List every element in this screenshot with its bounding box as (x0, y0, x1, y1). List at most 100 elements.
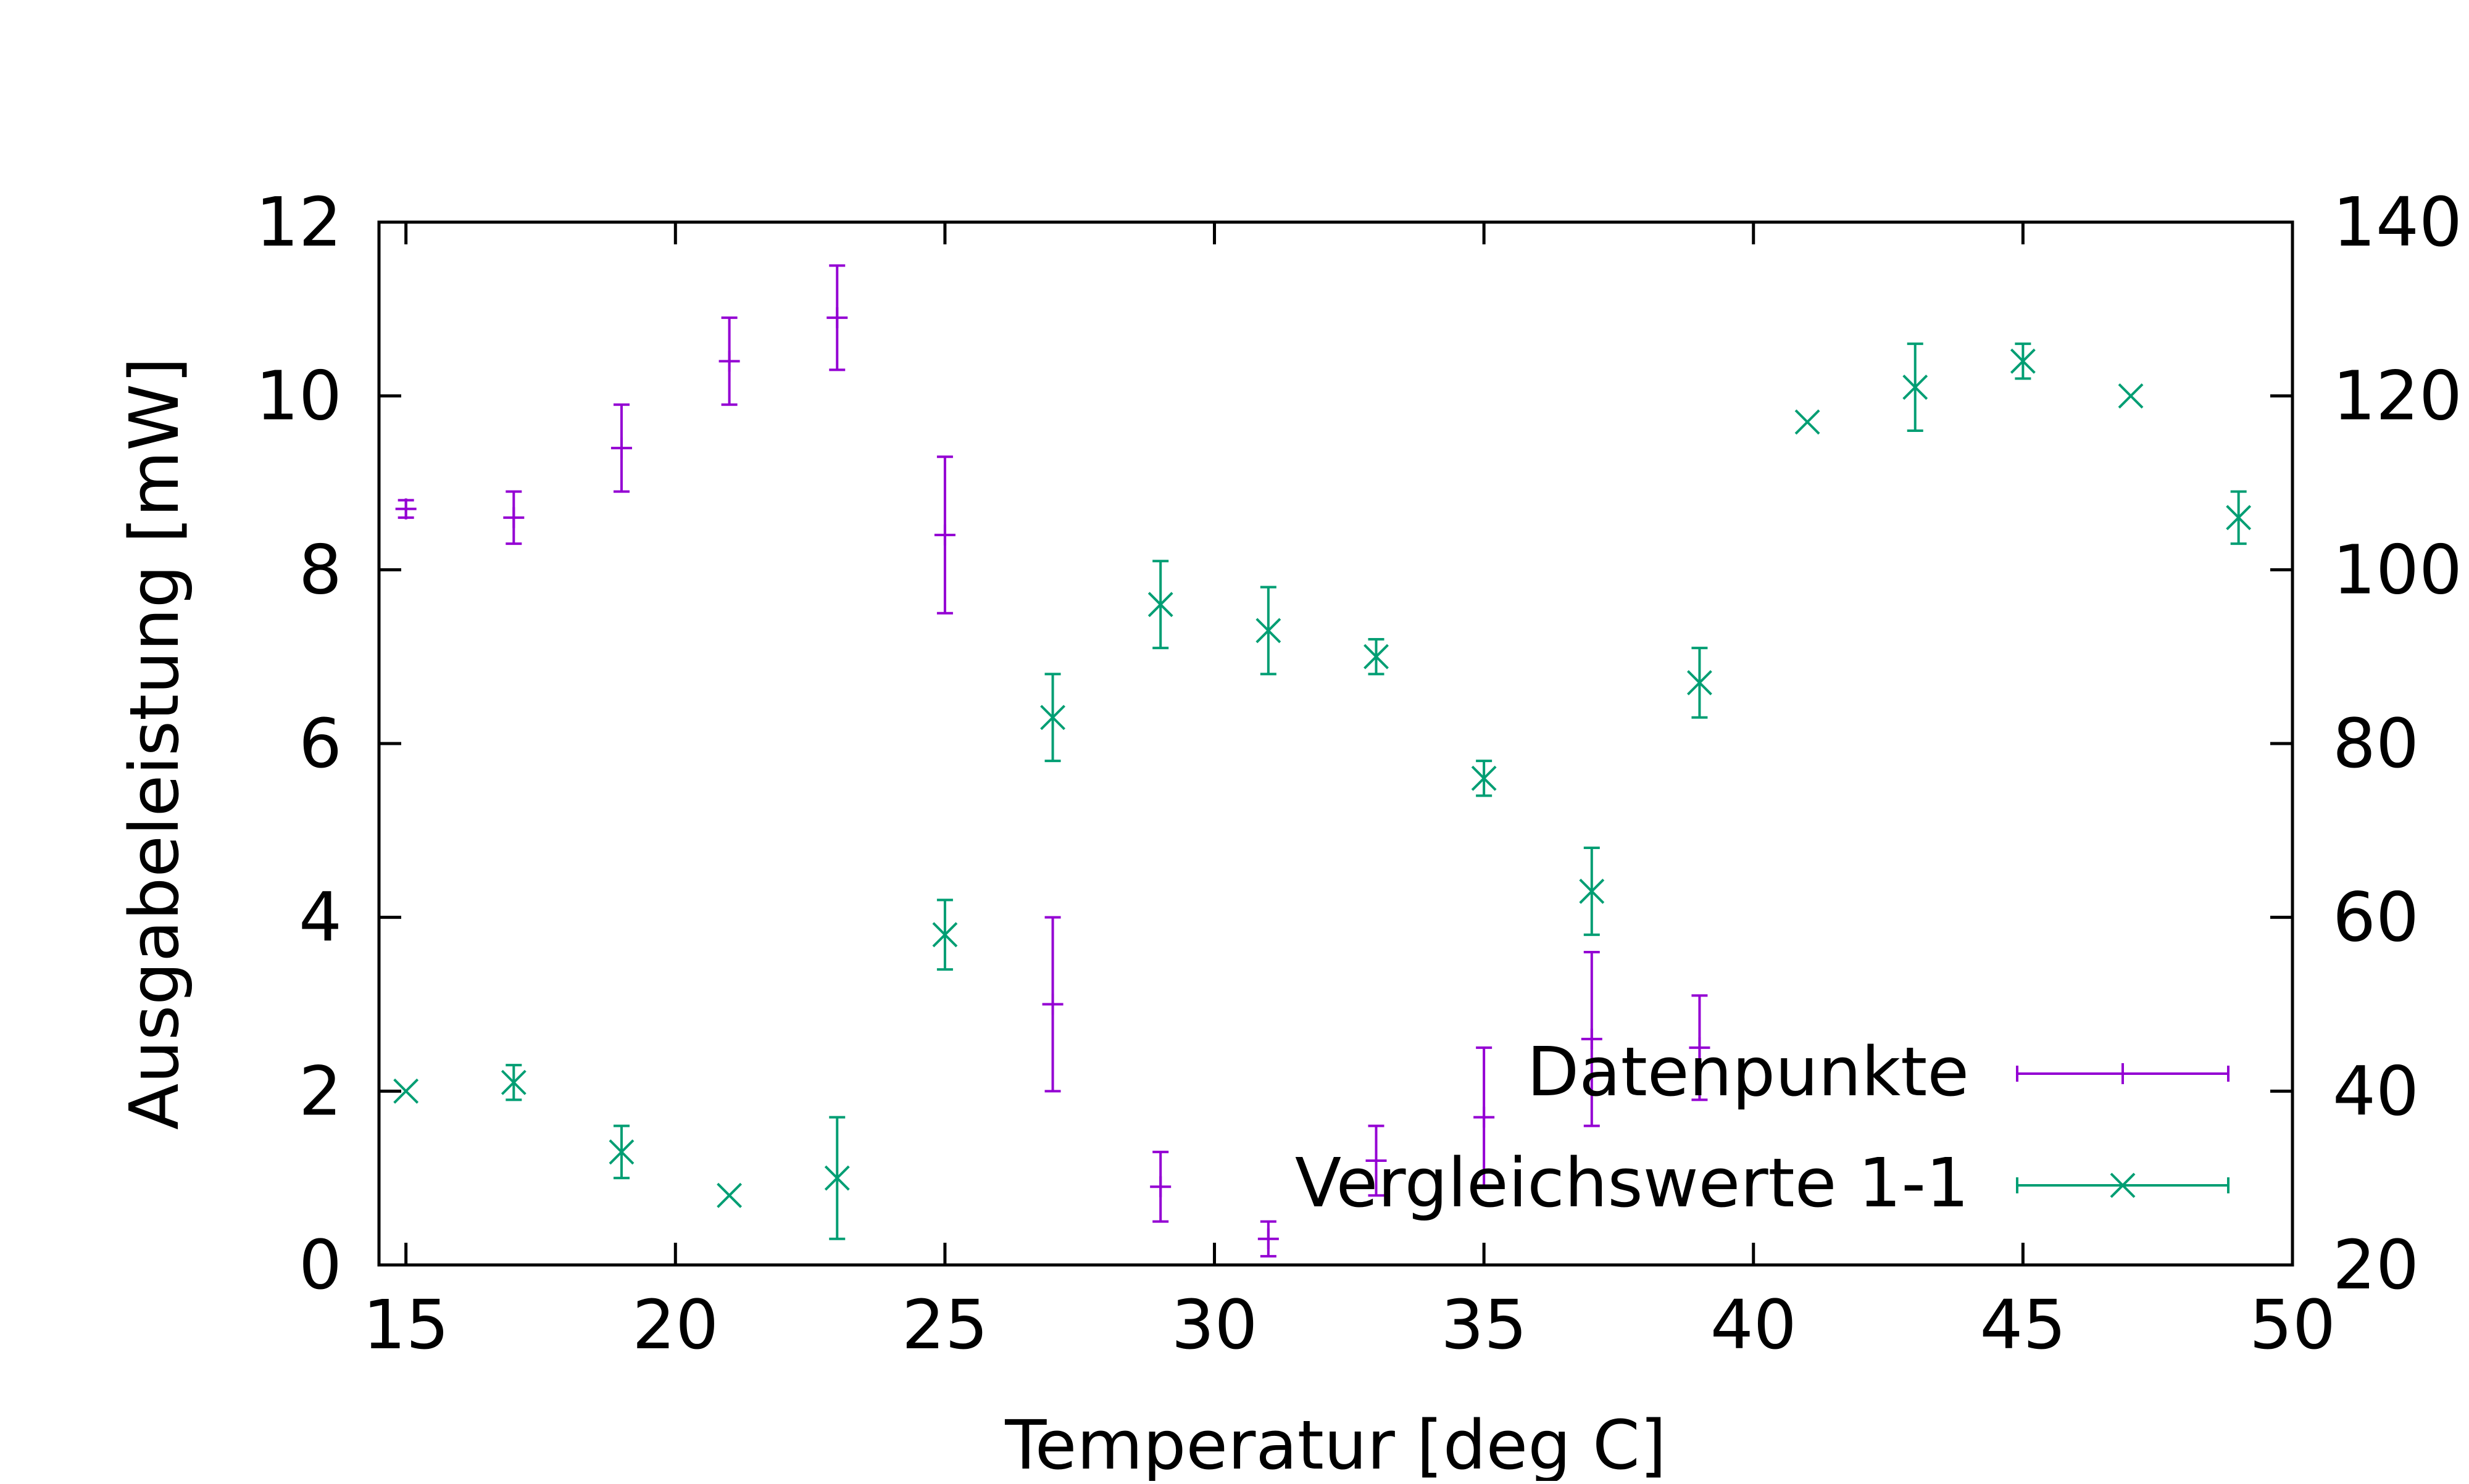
point-marker (1689, 1037, 1710, 1058)
data-point (1794, 409, 1820, 435)
point-marker (1364, 644, 1389, 669)
data-point (932, 898, 958, 971)
point-marker (2226, 505, 2252, 531)
point-marker (1902, 375, 1928, 400)
legend-marker (2112, 1063, 2133, 1084)
data-point (1473, 1046, 1495, 1188)
marker-stroke (1040, 705, 1065, 731)
legend-sample-vergleichswerte (2016, 1172, 2230, 1198)
point-marker (2010, 348, 2036, 374)
y-tick-label: 10 (256, 357, 342, 436)
y-tick-label: 6 (299, 704, 342, 783)
marker-stroke (824, 1165, 850, 1191)
point-marker (717, 1182, 743, 1208)
marker-stroke (501, 1069, 527, 1095)
x-tick-label: 40 (1710, 1285, 1797, 1364)
data-point (610, 403, 632, 493)
y-tick-label: 0 (299, 1225, 342, 1304)
point-marker (1257, 1228, 1279, 1250)
data-point (1364, 638, 1389, 676)
point-marker (1365, 1150, 1387, 1171)
y2-tick-label: 20 (2333, 1225, 2419, 1304)
marker-stroke (1364, 644, 1389, 669)
point-marker (824, 1165, 850, 1191)
marker-stroke (1471, 765, 1497, 791)
point-marker (501, 1069, 527, 1095)
point-marker (1579, 879, 1605, 904)
data-point (393, 1078, 419, 1104)
data-point (1581, 951, 1602, 1127)
marker-stroke (1147, 592, 1173, 618)
y2-tick-label: 80 (2333, 704, 2419, 783)
legend-label-datenpunkte: Datenpunkte (1527, 1032, 1969, 1111)
point-marker (932, 922, 958, 948)
data-point (1040, 673, 1065, 763)
legend-label-vergleichswerte: Vergleichswerte 1-1 (1295, 1143, 1969, 1222)
y-tick-label: 12 (256, 183, 342, 262)
marker-stroke (1255, 618, 1281, 644)
data-point (1687, 647, 1712, 719)
point-marker (826, 307, 848, 328)
point-marker (1794, 409, 1820, 435)
point-marker (395, 498, 417, 520)
x-tick-label: 50 (2249, 1285, 2336, 1364)
point-marker (1150, 1176, 1172, 1198)
y2-tick-label: 140 (2333, 183, 2462, 262)
y-tick-label: 2 (299, 1051, 342, 1130)
point-marker (1042, 993, 1064, 1015)
data-point (609, 1124, 635, 1180)
marker-stroke (2118, 383, 2144, 409)
marker-stroke (717, 1182, 743, 1208)
marker-stroke (609, 1139, 635, 1165)
data-point (717, 1182, 743, 1208)
data-point (501, 1064, 527, 1101)
data-point (1902, 342, 1928, 432)
data-point (1471, 760, 1497, 797)
y-tick-label: 8 (299, 530, 342, 609)
point-marker (718, 350, 740, 372)
x-tick-label: 20 (632, 1285, 718, 1364)
point-marker (1471, 765, 1497, 791)
data-point (718, 316, 740, 406)
series-layer (393, 264, 2252, 1258)
data-point (826, 264, 848, 371)
legend: Datenpunkte Vergleichswerte 1-1 (1295, 1032, 2230, 1222)
data-point (1689, 994, 1710, 1101)
point-marker (1473, 1106, 1495, 1128)
data-point (2118, 383, 2144, 409)
plot-frame (377, 220, 2294, 1267)
point-marker (503, 507, 525, 528)
point-marker (1581, 1028, 1602, 1050)
y2-axis-ticks: 20 40 60 80 100 120 140 (2270, 183, 2462, 1304)
marker-stroke (1902, 375, 1928, 400)
x-tick-label: 15 (363, 1285, 449, 1364)
marker-stroke (1687, 670, 1712, 695)
x-tick-label: 30 (1172, 1285, 1258, 1364)
y2-tick-label: 40 (2333, 1051, 2419, 1130)
x-tick-label: 35 (1441, 1285, 1527, 1364)
point-marker (934, 524, 956, 545)
series-datenpunkte (395, 264, 1710, 1258)
data-point (1365, 1124, 1387, 1197)
data-point (1042, 916, 1064, 1093)
data-point (1257, 1220, 1279, 1258)
point-marker (609, 1139, 635, 1165)
y-axis-ticks: 0 2 4 6 8 10 12 (256, 183, 401, 1304)
legend-marker (2110, 1172, 2136, 1198)
data-point (1147, 560, 1173, 650)
y-axis-label: Ausgabeleistung [mW] (115, 357, 194, 1130)
y2-tick-label: 60 (2333, 878, 2419, 957)
data-point (824, 1116, 850, 1240)
x-tick-label: 45 (1980, 1285, 2066, 1364)
point-marker (1040, 705, 1065, 731)
legend-samples (2016, 1063, 2230, 1198)
data-point (1579, 847, 1605, 936)
data-point (503, 490, 525, 545)
marker-stroke (2010, 348, 2036, 374)
x-axis-ticks: 15 20 25 30 35 40 45 50 (363, 222, 2336, 1364)
marker-stroke (1794, 409, 1820, 435)
point-marker (610, 437, 632, 459)
data-point (395, 498, 417, 520)
y2-tick-label: 120 (2333, 357, 2462, 436)
